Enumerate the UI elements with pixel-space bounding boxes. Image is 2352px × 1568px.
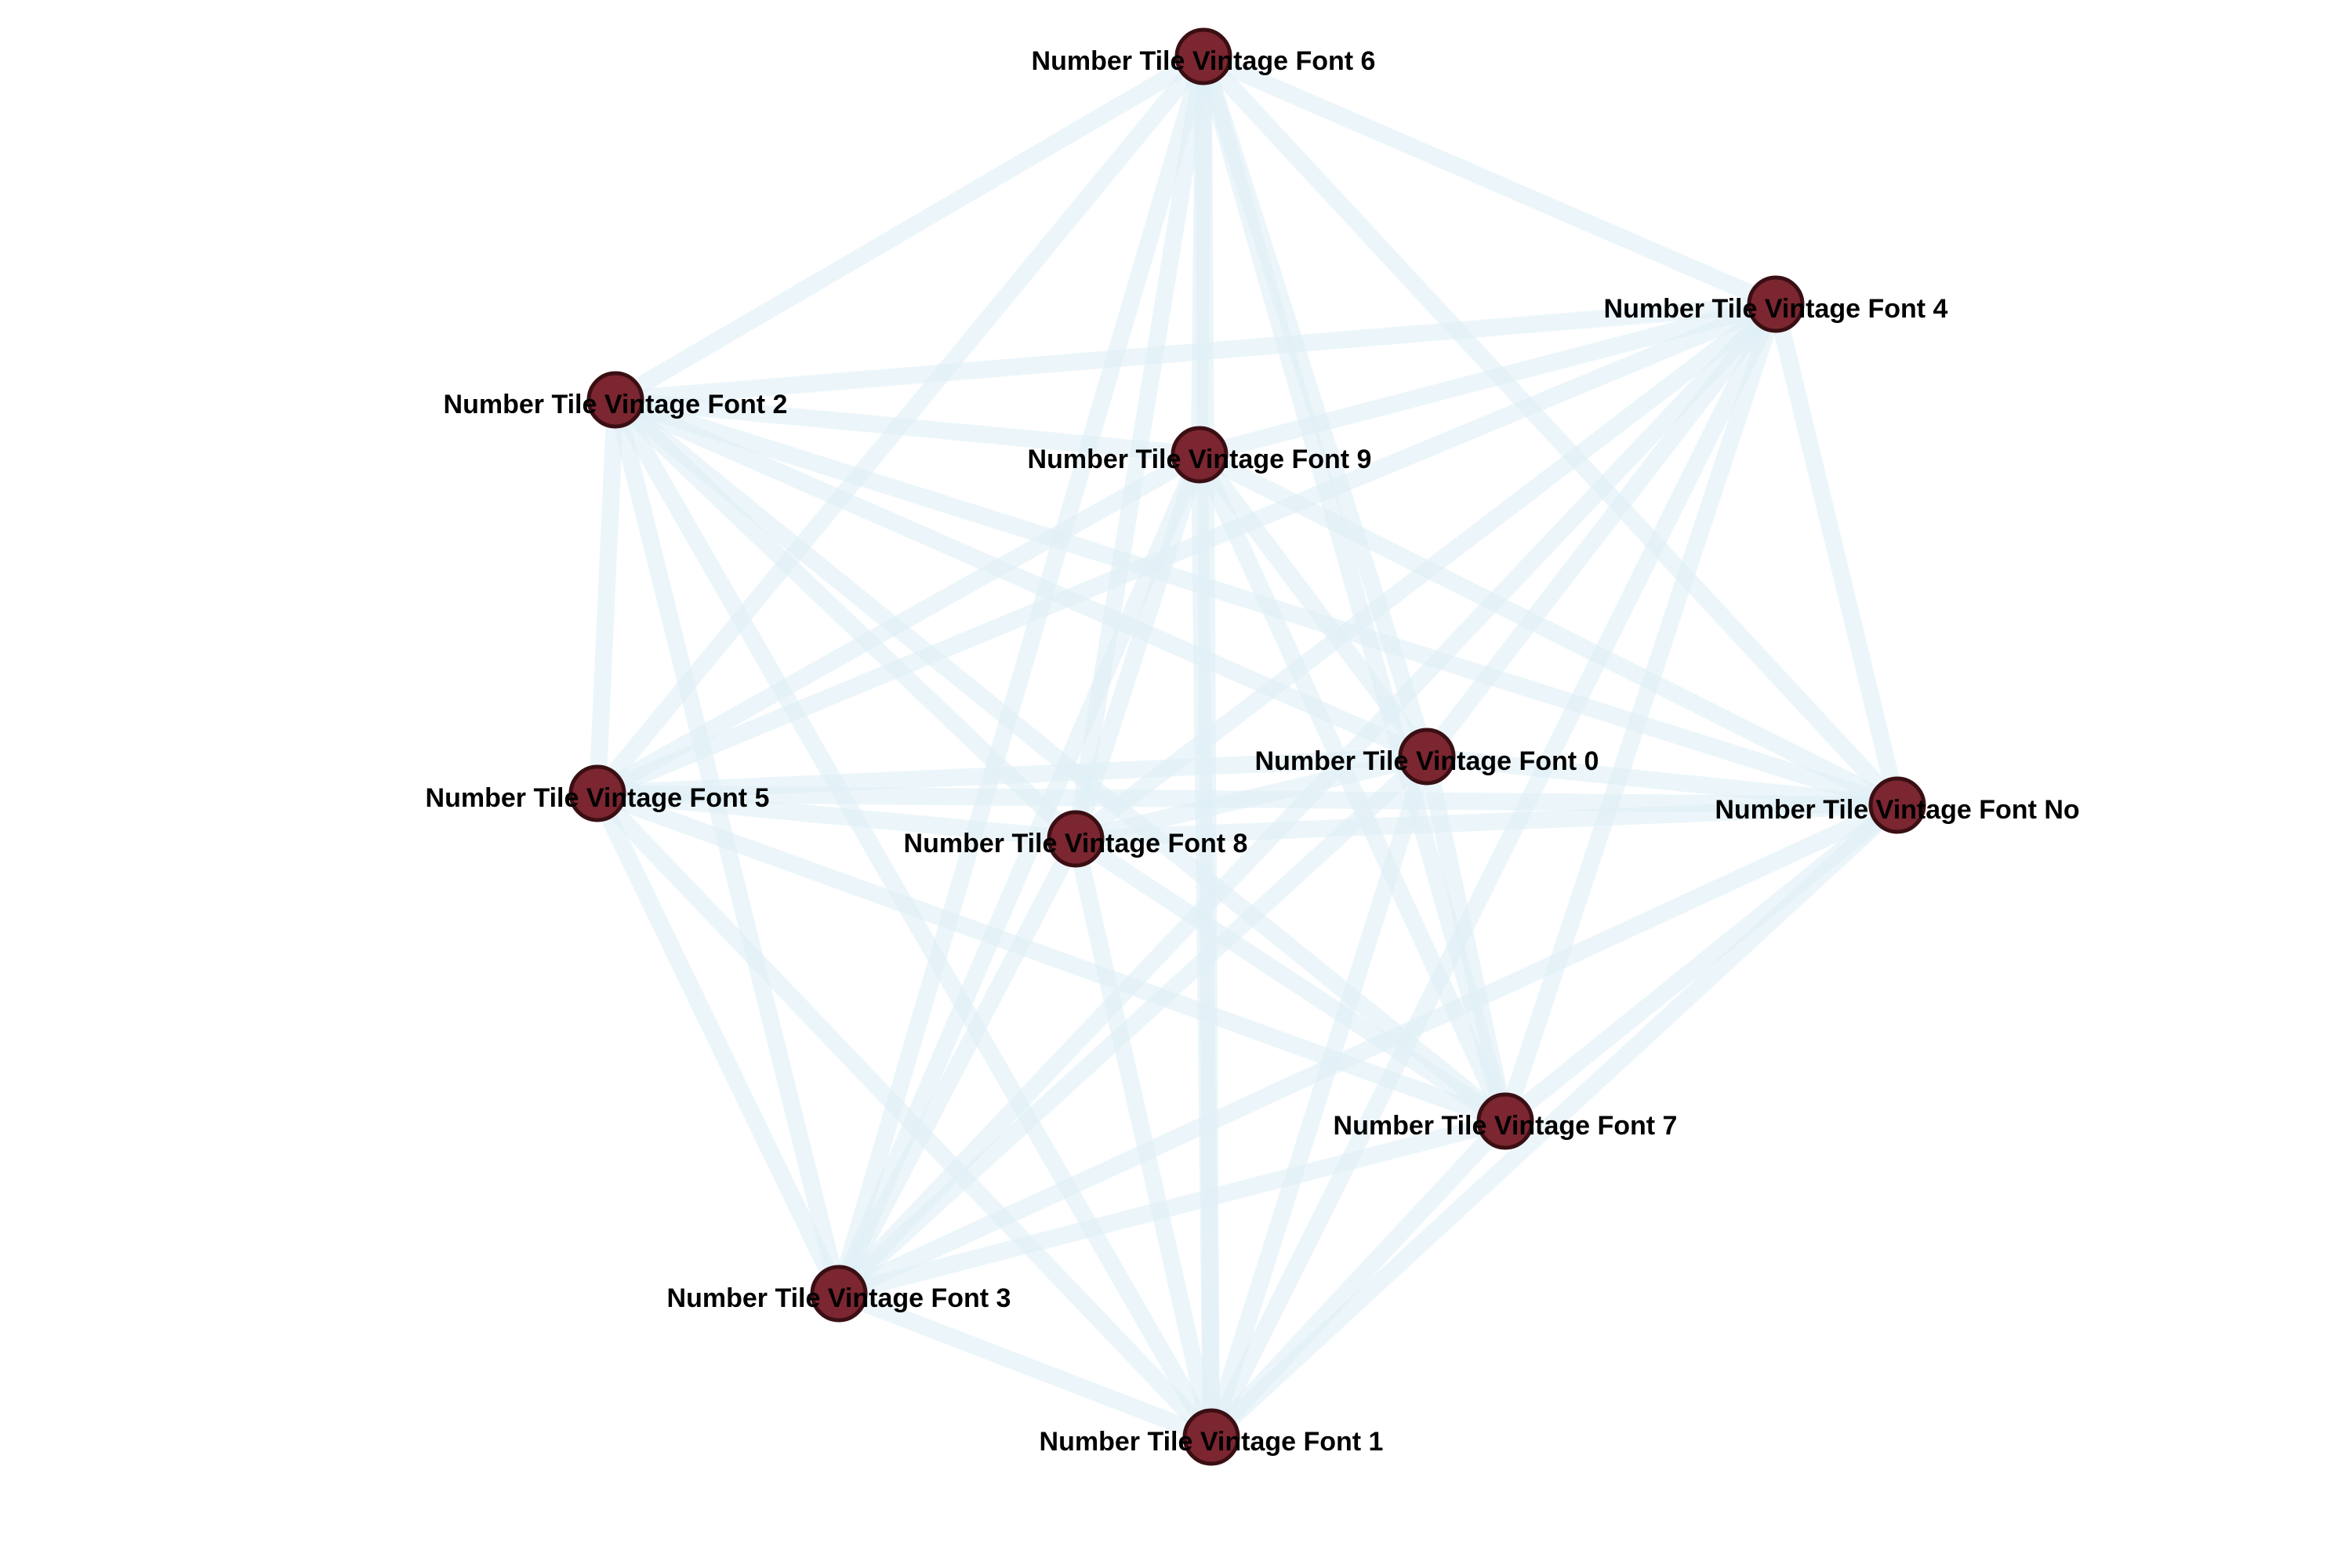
edge-n7-n1 [1203, 1112, 1514, 1446]
edge-n2-n1 [607, 391, 1220, 1446]
edge-n9-n0 [1191, 446, 1436, 765]
edge-n6-n2 [607, 48, 1212, 408]
node-n7[interactable] [1476, 1092, 1534, 1150]
edge-n9-n3 [830, 446, 1208, 1302]
node-n1[interactable] [1182, 1408, 1240, 1466]
edge-n2-n9 [607, 391, 1208, 463]
node-n0[interactable] [1398, 728, 1456, 786]
node-label-n5: Number Tile Vintage Font 5 [426, 783, 770, 813]
edge-n6-n3 [830, 48, 1212, 1302]
edge-n5-n8 [589, 785, 1084, 848]
edge-n5-n3 [589, 785, 848, 1302]
node-label-n8: Number Tile Vintage Font 8 [904, 829, 1248, 858]
edge-n4-n9 [1191, 296, 1784, 463]
node-n2[interactable] [586, 371, 644, 429]
edge-nNo-n3 [830, 797, 1906, 1302]
edge-n9-nNo [1191, 446, 1906, 814]
node-n4[interactable] [1747, 275, 1805, 333]
node-label-n7: Number Tile Vintage Font 7 [1334, 1111, 1678, 1141]
edge-n4-n1 [1203, 296, 1784, 1446]
edge-n6-n4 [1195, 48, 1784, 313]
edge-n8-n1 [1067, 830, 1220, 1446]
node-label-n1: Number Tile Vintage Font 1 [1040, 1427, 1384, 1457]
edge-n5-n1 [589, 785, 1220, 1446]
node-label-n9: Number Tile Vintage Font 9 [1028, 445, 1372, 474]
edge-n9-n5 [589, 446, 1208, 802]
node-label-n0: Number Tile Vintage Font 0 [1255, 746, 1599, 776]
labels-layer: Number Tile Vintage Font 6 Number Tile Vi… [426, 46, 2080, 1457]
edge-n5-nNo [589, 785, 1906, 814]
node-n5[interactable] [568, 764, 626, 822]
edge-n2-n5 [589, 391, 624, 802]
node-n8[interactable] [1047, 810, 1105, 868]
node-label-n4: Number Tile Vintage Font 4 [1604, 294, 1948, 324]
edge-nNo-n8 [1067, 797, 1906, 848]
node-n6[interactable] [1174, 27, 1232, 85]
node-nNo[interactable] [1868, 776, 1926, 834]
edge-n4-n2 [607, 296, 1784, 408]
edge-nNo-n1 [1203, 797, 1906, 1446]
edges-layer [589, 48, 1906, 1446]
edge-n7-n3 [830, 1112, 1514, 1302]
node-n3[interactable] [810, 1265, 868, 1323]
node-label-n3: Number Tile Vintage Font 3 [667, 1283, 1011, 1313]
edge-n4-n7 [1497, 296, 1784, 1130]
edge-n6-nNo [1195, 48, 1906, 814]
edge-n4-nNo [1767, 296, 1906, 814]
node-label-nNo: Number Tile Vintage Font No [1715, 795, 2079, 825]
node-label-n6: Number Tile Vintage Font 6 [1032, 46, 1376, 76]
edge-n8-n7 [1067, 830, 1514, 1130]
edge-n0-n1 [1203, 748, 1436, 1446]
edge-n2-n0 [607, 391, 1436, 765]
edge-n3-n1 [830, 1285, 1220, 1446]
nodes-layer [568, 27, 1926, 1466]
edge-n0-n3 [830, 748, 1436, 1302]
edge-n8-n3 [830, 830, 1084, 1302]
node-label-n2: Number Tile Vintage Font 2 [444, 390, 788, 419]
edge-n9-n1 [1191, 446, 1220, 1446]
edge-n2-nNo [607, 391, 1906, 814]
edge-n5-n7 [589, 785, 1514, 1130]
node-n9[interactable] [1171, 426, 1229, 484]
